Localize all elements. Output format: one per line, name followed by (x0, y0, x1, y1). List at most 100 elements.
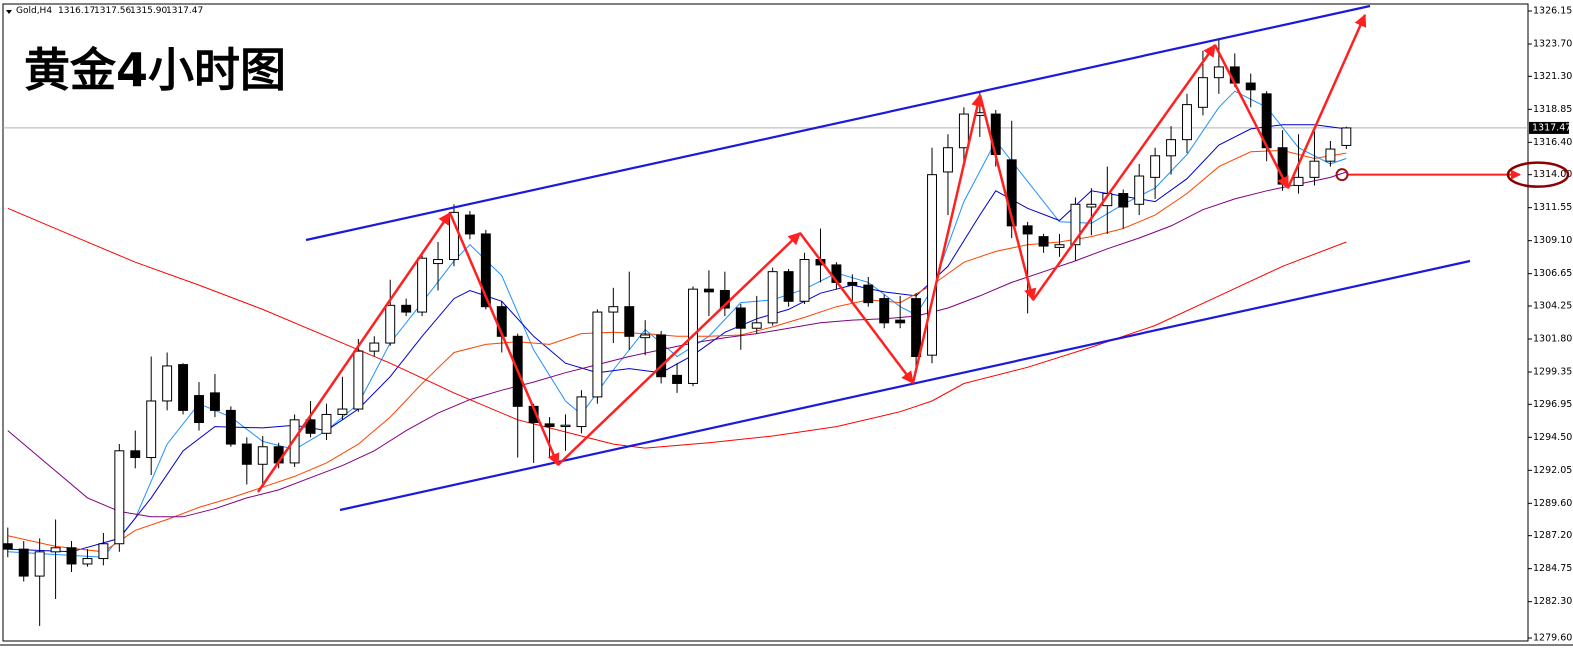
candle-body-down (879, 298, 890, 324)
candle-body-up (337, 408, 348, 415)
arrow (557, 232, 801, 466)
candle-body-up (1213, 66, 1224, 79)
y-tick-label: 1284.75 (1533, 563, 1572, 574)
arrow (1031, 43, 1217, 301)
y-tick-label: 1304.25 (1533, 300, 1572, 311)
candle-body-down (209, 392, 220, 411)
candle-body-up (1054, 244, 1065, 248)
y-tick-label: 1311.55 (1533, 202, 1572, 213)
y-tick-label: 1314.00 (1533, 169, 1572, 180)
candle-body-up (34, 551, 45, 577)
annotations (305, 4, 1471, 512)
plot-frame (2, 3, 1529, 642)
candle-body-up (1325, 148, 1336, 162)
candle-body-down (1118, 193, 1129, 208)
candle-body-up (1134, 175, 1145, 205)
candle-body-down (66, 547, 77, 565)
candle-body-down (911, 298, 922, 358)
y-tick-label: 1323.70 (1533, 39, 1572, 50)
candle-body-up (1309, 160, 1320, 178)
price-label-box (1529, 121, 1569, 134)
candle-body-up (289, 419, 300, 464)
price-axis: 1326.15 1323.70 1321.30 1318.85 1316.40 1314.… (1506, 6, 1572, 644)
arrow (1213, 44, 1290, 190)
candle-body-up (592, 311, 603, 398)
candle-body-up (799, 259, 810, 302)
arrow (1286, 13, 1367, 189)
arrow (256, 211, 452, 493)
y-tick-label: 1279.60 (1533, 633, 1572, 644)
ma-line (7, 207, 1347, 449)
y-tick-label: 1321.30 (1533, 71, 1572, 82)
candle-body-up (958, 113, 969, 149)
candle-body-down (656, 334, 667, 378)
candle-body-up (433, 259, 443, 265)
arrows (256, 13, 1367, 493)
candle-body-up (82, 558, 93, 565)
candle-body-down (735, 307, 746, 329)
candle-body-down (194, 395, 204, 424)
level-circle (1506, 161, 1570, 188)
y-tick-label: 1287.20 (1533, 530, 1572, 541)
candle-body-down (305, 419, 316, 434)
candle-body-up (1102, 193, 1113, 207)
candle-body-down (18, 548, 29, 577)
candle-body-down (672, 374, 683, 384)
y-tick-label: 1318.85 (1533, 104, 1572, 115)
arrow (799, 232, 914, 384)
candle-body-down (895, 319, 906, 324)
ohlc-low: 1315.90 (130, 6, 167, 16)
candle-body-down (480, 233, 491, 308)
candle-body-up (98, 543, 109, 560)
y-tick-label: 1292.05 (1533, 465, 1572, 476)
ohlc-high: 1317.56 (94, 6, 131, 16)
candle-body-down (464, 214, 475, 235)
candle-body-down (2, 543, 13, 550)
candle-body-down (241, 443, 252, 465)
candle-body-up (576, 396, 587, 428)
candle-body-up (385, 304, 396, 344)
candle-body-up (1293, 176, 1304, 186)
candle-body-up (1070, 203, 1081, 246)
candle-body-down (1006, 159, 1017, 227)
candle-body-down (1245, 82, 1256, 91)
candle-body-down (783, 271, 794, 302)
y-tick-label: 1289.60 (1533, 498, 1572, 509)
y-tick-label: 1309.10 (1533, 235, 1572, 246)
arrow (978, 94, 1037, 302)
candle-body-up (417, 257, 428, 313)
candle-body-down (544, 423, 555, 428)
ohlc-close: 1317.47 (166, 6, 203, 16)
candle-body-down (178, 364, 189, 411)
chart-title: 黄金4小时图 (24, 43, 286, 97)
candle-body-up (162, 365, 173, 402)
ohlc-open: 1316.17 (58, 6, 95, 16)
candle-body-up (927, 174, 937, 356)
y-tick-label: 1316.40 (1533, 137, 1572, 148)
candle-body-down (225, 409, 236, 445)
y-tick-label: 1299.35 (1533, 367, 1572, 378)
candle-body-up (1182, 104, 1192, 141)
symbol: Gold,H4 (16, 6, 52, 16)
level-marker (1335, 168, 1349, 182)
candle-body-up (751, 322, 762, 329)
candle-body-up (767, 271, 778, 324)
candle-body-up (257, 446, 268, 465)
lower-trendline (339, 259, 1471, 512)
candle-body-up (1166, 139, 1177, 157)
candle-body-up (114, 450, 125, 545)
candle-body-up (1197, 77, 1208, 108)
y-tick-label: 1306.65 (1533, 268, 1572, 279)
menu-triangle[interactable] (6, 10, 12, 14)
y-tick-label: 1301.80 (1533, 334, 1572, 345)
y-tick-label: 1326.15 (1533, 6, 1572, 17)
candle-body-up (1341, 127, 1352, 146)
candle-body-up (608, 306, 619, 313)
candle-body-down (401, 304, 412, 313)
candle-body-down (1022, 225, 1033, 235)
candle-body-down (624, 306, 635, 337)
candle-body-up (321, 413, 332, 434)
candle-body-up (942, 147, 953, 173)
